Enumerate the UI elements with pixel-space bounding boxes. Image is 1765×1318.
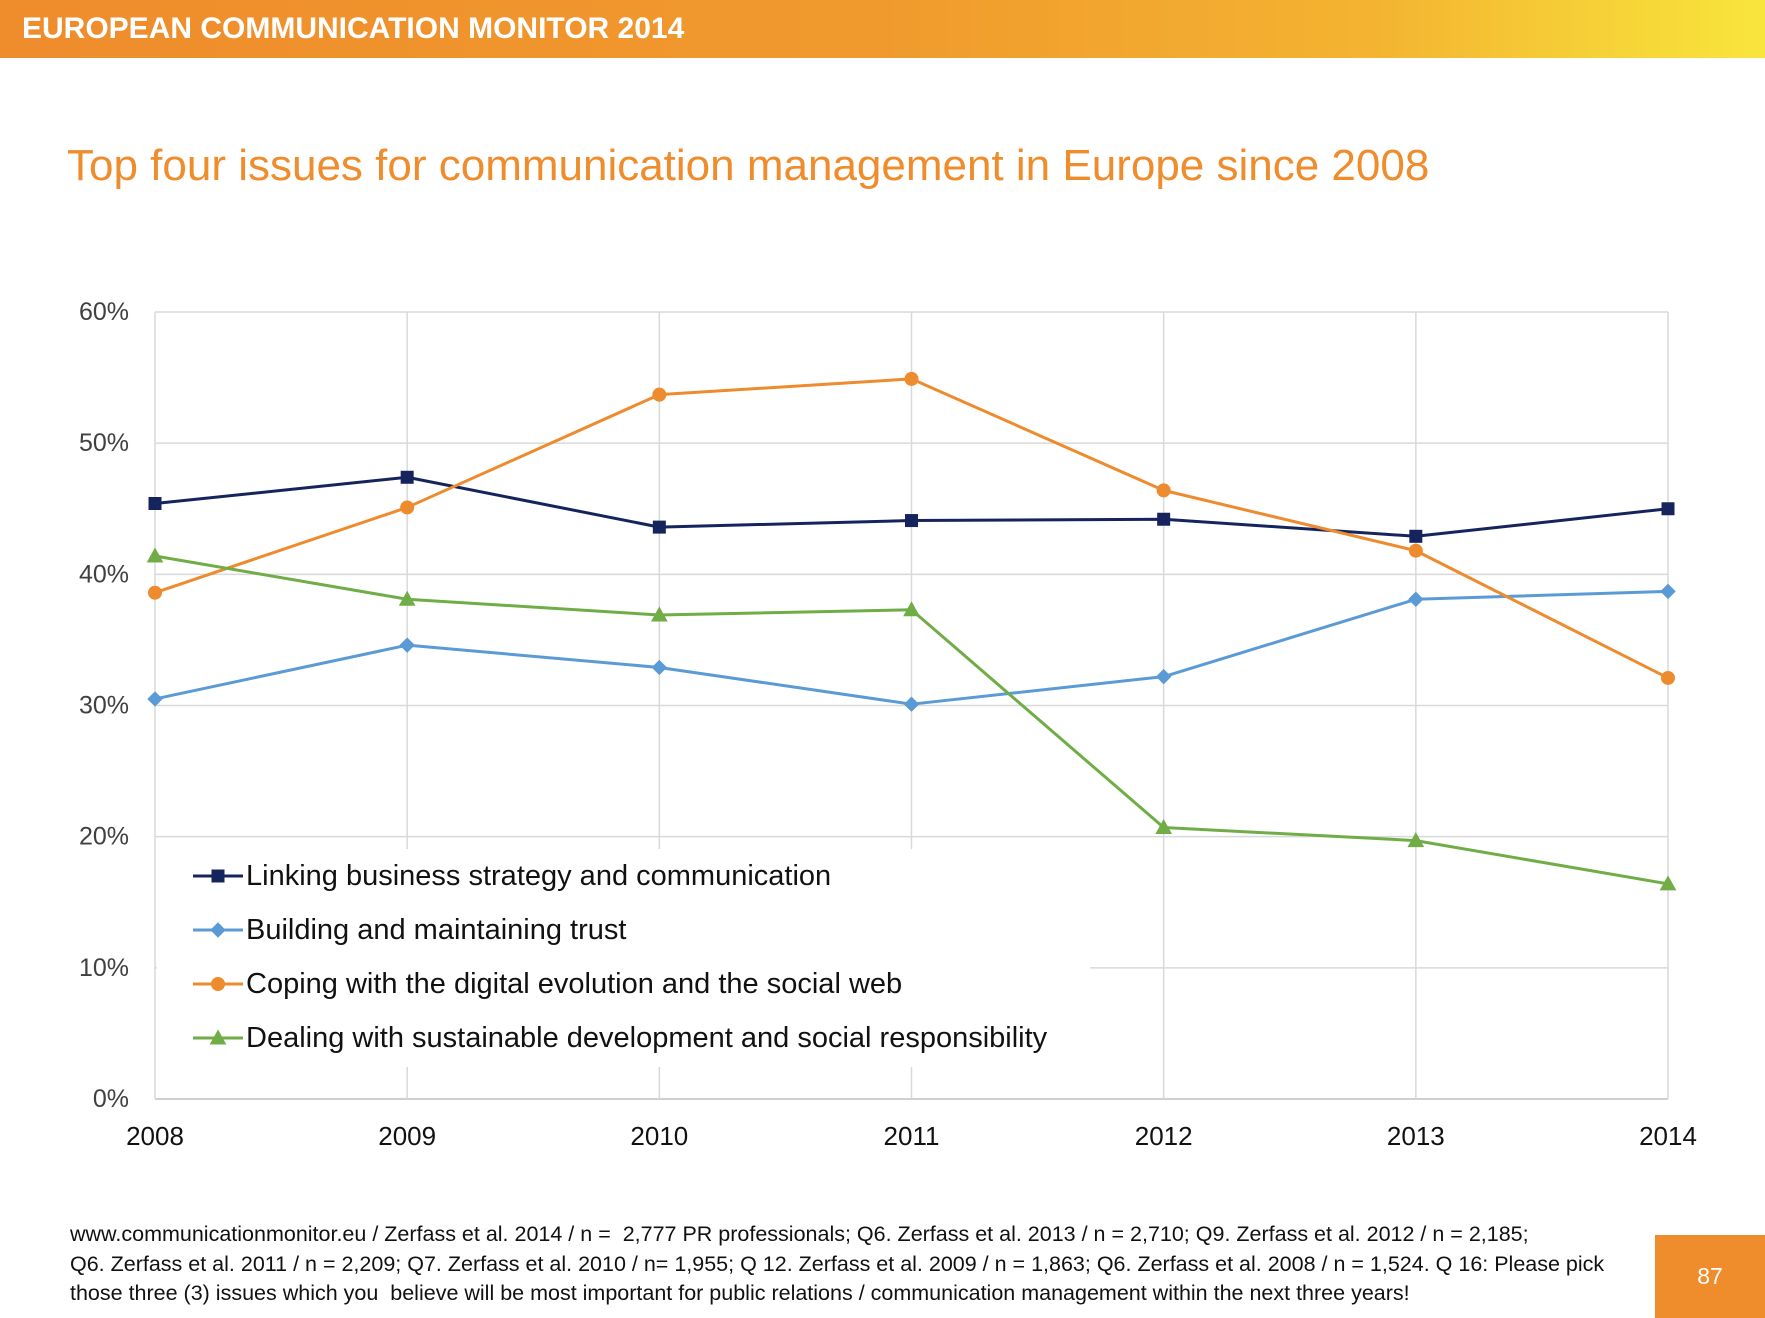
data-point-linking-business-strategy-2009 <box>400 470 414 484</box>
legend-swatch-marker <box>209 1029 227 1045</box>
data-point-building-and-maintaining-2013 <box>1408 591 1424 607</box>
data-point-dealing-with-sustainable-2008 <box>146 547 164 563</box>
x-tick-label: 2011 <box>884 1121 940 1151</box>
data-point-building-and-maintaining-2012 <box>1155 668 1172 685</box>
legend-label: Coping with the digital evolution and th… <box>246 967 903 1000</box>
data-point-coping-with-the-2010 <box>652 387 667 402</box>
data-point-coping-with-the-2013 <box>1408 543 1423 558</box>
data-point-coping-with-the-2009 <box>400 500 415 515</box>
legend-label: Building and maintaining trust <box>246 913 627 946</box>
data-point-dealing-with-sustainable-2014 <box>1659 875 1677 891</box>
header-bar: EUROPEAN COMMUNICATION MONITOR 2014 <box>0 0 1765 58</box>
x-tick-label: 2009 <box>378 1121 436 1151</box>
data-point-coping-with-the-2012 <box>1156 483 1171 498</box>
x-tick-label: 2013 <box>1387 1121 1445 1151</box>
source-note-line: Q6. Zerfass et al. 2011 / n = 2,209; Q7.… <box>70 1251 1605 1276</box>
data-point-dealing-with-sustainable-2009 <box>398 590 416 606</box>
page-number: 87 <box>1697 1263 1723 1289</box>
data-point-linking-business-strategy-2013 <box>1409 529 1423 543</box>
legend-item-linking: Linking business strategy and communicat… <box>193 849 831 903</box>
data-point-building-and-maintaining-2014 <box>1660 583 1676 600</box>
x-tick-label: 2010 <box>630 1121 688 1151</box>
data-point-linking-business-strategy-2012 <box>1157 512 1171 526</box>
source-note-line: those three (3) issues which you believe… <box>70 1281 1410 1305</box>
legend-label: Linking business strategy and communicat… <box>246 859 832 892</box>
y-tick-label: 50% <box>79 429 129 457</box>
data-point-linking-business-strategy-2010 <box>652 520 666 534</box>
legend-swatch-marker <box>211 869 225 883</box>
data-point-building-and-maintaining-2011 <box>903 696 920 712</box>
data-point-linking-business-strategy-2014 <box>1661 502 1675 516</box>
y-tick-label: 30% <box>79 692 129 720</box>
data-point-coping-with-the-2014 <box>1661 670 1675 685</box>
data-point-building-and-maintaining-2009 <box>399 637 415 653</box>
x-tick-label: 2008 <box>126 1121 184 1151</box>
page-number-box: 87 <box>1655 1235 1765 1318</box>
legend-item-trust: Building and maintaining trust <box>193 903 626 957</box>
data-point-building-and-maintaining-2010 <box>651 659 668 676</box>
data-point-dealing-with-sustainable-2010 <box>650 606 668 622</box>
legend-item-digital: Coping with the digital evolution and th… <box>193 957 902 1011</box>
legend-label: Dealing with sustainable development and… <box>246 1021 1048 1054</box>
data-point-dealing-with-sustainable-2011 <box>903 601 920 617</box>
legend-swatch <box>193 922 243 938</box>
x-tick-label: 2014 <box>1639 1121 1697 1151</box>
source-note-line: www.communicationmonitor.eu / Zerfass et… <box>70 1222 1529 1246</box>
legend-swatch-marker <box>210 922 226 938</box>
data-point-coping-with-the-2008 <box>148 585 162 600</box>
legend-swatch <box>193 869 243 883</box>
source-note: www.communicationmonitor.eu / Zerfass et… <box>70 1220 1604 1309</box>
data-point-linking-business-strategy-2011 <box>905 514 918 528</box>
data-point-building-and-maintaining-2008 <box>147 691 163 707</box>
data-point-coping-with-the-2011 <box>904 371 919 386</box>
x-tick-label: 2012 <box>1135 1121 1193 1151</box>
y-tick-label: 20% <box>79 823 129 851</box>
y-tick-label: 0% <box>93 1085 129 1113</box>
legend-swatch <box>193 977 243 991</box>
chart-legend: Linking business strategy and communicat… <box>157 849 1090 1067</box>
y-tick-label: 60% <box>79 298 129 326</box>
data-point-linking-business-strategy-2008 <box>148 497 162 511</box>
legend-item-sustainability: Dealing with sustainable development and… <box>193 1011 1047 1065</box>
y-tick-label: 10% <box>79 954 129 982</box>
chart-title: Top four issues for communication manage… <box>67 141 1430 190</box>
data-point-dealing-with-sustainable-2012 <box>1155 818 1173 834</box>
header-title: EUROPEAN COMMUNICATION MONITOR 2014 <box>22 12 685 45</box>
data-point-dealing-with-sustainable-2013 <box>1407 832 1425 848</box>
legend-swatch <box>193 1029 243 1045</box>
legend-swatch-marker <box>211 977 225 991</box>
y-tick-label: 40% <box>79 560 129 588</box>
